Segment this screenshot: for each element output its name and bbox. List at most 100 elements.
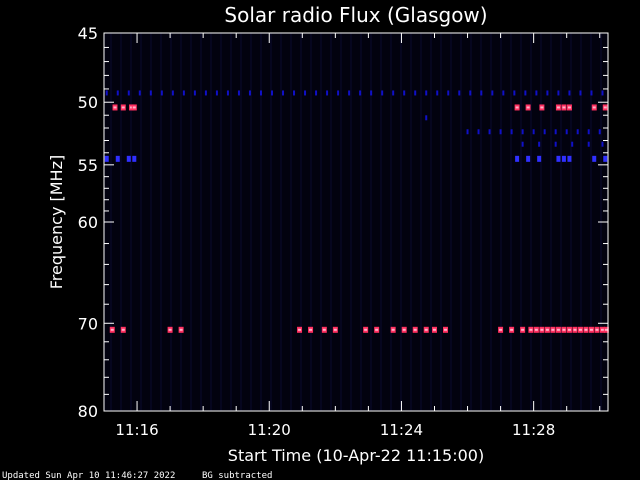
- emission-mark: [554, 141, 557, 147]
- emission-mark: [326, 90, 329, 96]
- emission-mark: [592, 155, 597, 162]
- background-stripe: [180, 33, 182, 411]
- background-stripe: [150, 33, 152, 411]
- emission-mark: [579, 90, 582, 96]
- emission-mark: [568, 90, 571, 96]
- emission-mark: [425, 90, 428, 96]
- background-stripe: [450, 33, 452, 411]
- emission-mark-core: [556, 328, 560, 331]
- emission-mark: [315, 90, 318, 96]
- emission-mark-core: [113, 106, 117, 109]
- emission-mark: [510, 129, 513, 135]
- emission-mark-core: [179, 328, 183, 331]
- emission-mark-core: [589, 328, 593, 331]
- emission-mark-core: [534, 328, 538, 331]
- emission-mark: [556, 155, 561, 162]
- emission-mark: [271, 90, 273, 96]
- emission-mark: [480, 90, 483, 96]
- emission-mark-core: [567, 106, 571, 109]
- emission-mark-core: [121, 328, 125, 331]
- emission-mark-core: [413, 328, 417, 331]
- emission-mark: [526, 155, 531, 162]
- background-stripe: [580, 33, 582, 411]
- emission-mark-core: [499, 328, 503, 331]
- emission-mark: [554, 129, 557, 135]
- y-axis-label: Frequency [MHz]: [47, 155, 66, 289]
- emission-mark: [126, 155, 131, 162]
- emission-mark: [488, 129, 491, 135]
- emission-mark: [469, 90, 472, 96]
- emission-mark-core: [529, 328, 533, 331]
- emission-mark: [567, 155, 572, 162]
- background-stripe: [590, 33, 592, 411]
- emission-mark: [565, 129, 568, 135]
- y-tick-label: 60: [78, 213, 98, 232]
- emission-mark-core: [402, 328, 406, 331]
- y-tick-label: 50: [78, 93, 98, 112]
- emission-mark: [477, 129, 480, 135]
- emission-mark: [515, 155, 520, 162]
- emission-mark: [499, 129, 502, 135]
- emission-mark: [403, 90, 406, 96]
- emission-mark: [359, 90, 362, 96]
- emission-mark: [259, 90, 262, 96]
- emission-mark-core: [562, 328, 566, 331]
- emission-mark-core: [375, 328, 379, 331]
- emission-mark: [458, 90, 461, 96]
- emission-mark: [370, 90, 373, 96]
- background-stripe: [420, 33, 422, 411]
- x-tick-label: 11:28: [512, 421, 555, 439]
- emission-mark: [182, 90, 185, 96]
- emission-mark-core: [556, 106, 560, 109]
- background-stripe: [330, 33, 332, 411]
- emission-mark: [132, 155, 137, 162]
- emission-mark: [127, 90, 130, 96]
- emission-mark-core: [521, 328, 525, 331]
- emission-mark-core: [595, 328, 599, 331]
- footer-note: BG subtracted: [202, 471, 272, 480]
- emission-mark: [392, 90, 395, 96]
- background-stripe: [430, 33, 432, 411]
- emission-mark-core: [562, 106, 566, 109]
- background-stripe: [520, 33, 522, 411]
- emission-mark: [425, 115, 428, 121]
- emission-mark: [538, 141, 541, 147]
- emission-mark: [381, 90, 384, 96]
- emission-mark: [116, 90, 119, 96]
- background-stripe: [270, 33, 272, 411]
- emission-mark: [491, 90, 494, 96]
- y-tick-label: 45: [78, 24, 98, 43]
- emission-mark-core: [515, 106, 519, 109]
- background-stripe: [130, 33, 132, 411]
- emission-mark: [532, 129, 535, 135]
- emission-marks: [104, 90, 609, 333]
- emission-mark: [293, 90, 296, 96]
- background-stripe: [250, 33, 252, 411]
- emission-mark-core: [573, 328, 577, 331]
- emission-mark-core: [603, 106, 607, 109]
- emission-mark: [521, 141, 524, 147]
- background-stripe: [310, 33, 312, 411]
- background-stripe: [390, 33, 392, 411]
- background-stripe: [260, 33, 262, 411]
- emission-mark: [561, 155, 566, 162]
- plot-background: [104, 33, 608, 411]
- emission-mark-core: [510, 328, 514, 331]
- background-stripe: [460, 33, 462, 411]
- emission-mark: [160, 90, 163, 96]
- emission-mark-core: [130, 106, 134, 109]
- background-stripe: [320, 33, 322, 411]
- emission-mark-core: [432, 328, 436, 331]
- emission-mark-core: [424, 328, 428, 331]
- emission-mark-core: [584, 328, 588, 331]
- x-tick-label: 11:16: [115, 421, 158, 439]
- emission-mark-core: [110, 328, 114, 331]
- emission-mark: [215, 90, 218, 96]
- background-stripe: [510, 33, 512, 411]
- emission-mark-core: [540, 106, 544, 109]
- emission-mark: [557, 90, 560, 96]
- emission-mark: [304, 90, 307, 96]
- background-stripe: [360, 33, 362, 411]
- emission-mark: [601, 141, 604, 147]
